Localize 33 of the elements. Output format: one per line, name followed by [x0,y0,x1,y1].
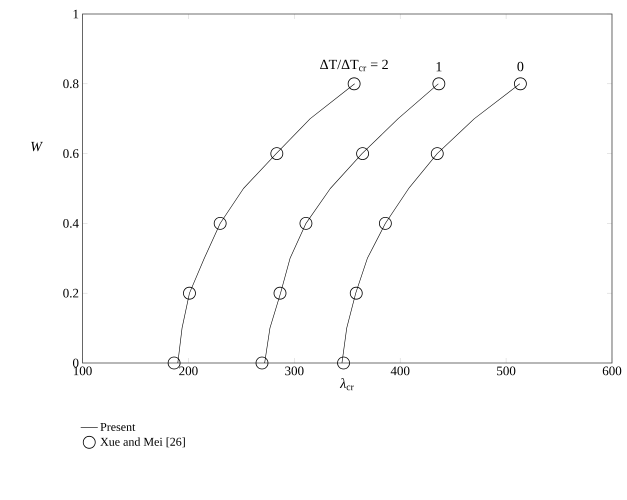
x-tick-label: 300 [285,366,304,376]
x-axis-title: λ$_{cr}$ [340,378,354,390]
legend-label: Present [100,423,136,431]
point [356,147,370,160]
point [432,77,446,90]
x-tick-label: 100 [74,366,92,376]
x-tick-label: 400 [390,366,410,376]
y-tick-label: 0.4 [63,218,79,228]
point [348,77,361,90]
x-tick-label: 600 [602,366,622,376]
y-axis-title: W [31,142,43,152]
y-tick-label: 1 [74,10,78,18]
point [256,356,268,370]
x-tick-label: 200 [179,366,198,376]
annotation: 0 [517,62,524,72]
point [300,216,312,230]
annotation: ΔT/ΔT$_{cr}$ = 2 [320,60,388,72]
y-tick-label: 0.8 [63,79,78,88]
point [274,286,286,300]
point [337,356,350,370]
x-tick-label: 500 [497,366,516,376]
y-tick-label: 0.6 [63,149,79,158]
point [183,286,196,300]
point [514,77,527,90]
point [430,147,444,160]
y-tick-label: 0 [72,358,78,368]
point [270,147,284,160]
legend-label: Xue and Mei [26] [100,437,185,448]
point [378,216,392,230]
annotation: 1 [436,62,442,72]
y-tick-label: 0.2 [63,288,78,298]
point [214,216,227,230]
point [350,286,363,300]
